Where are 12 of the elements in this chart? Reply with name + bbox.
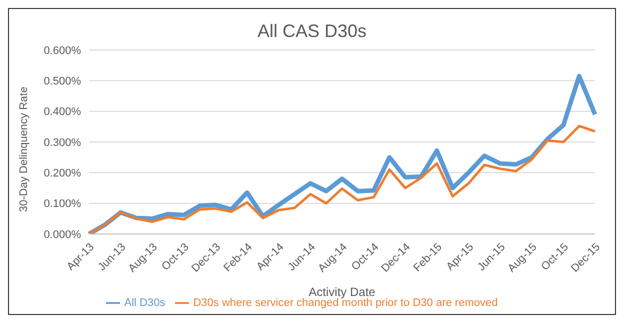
x-axis-title: Activity Date bbox=[308, 285, 376, 299]
y-axis-title: 30-Day Delinquency Rate bbox=[18, 86, 30, 212]
y-tick-label: 0.300% bbox=[44, 136, 82, 149]
y-tick-label: 0.600% bbox=[44, 44, 82, 57]
line-series bbox=[88, 124, 596, 234]
y-tick-label: 0.500% bbox=[44, 76, 82, 88]
y-tick-label: 0.400% bbox=[44, 106, 82, 118]
y-tick-label: 0.200% bbox=[44, 168, 82, 180]
chart-title: All CAS D30s bbox=[256, 21, 368, 42]
y-tick-label: 0.100% bbox=[44, 198, 82, 210]
y-tick-label: 0.000% bbox=[44, 228, 82, 241]
legend-label: All D30s bbox=[124, 296, 166, 309]
